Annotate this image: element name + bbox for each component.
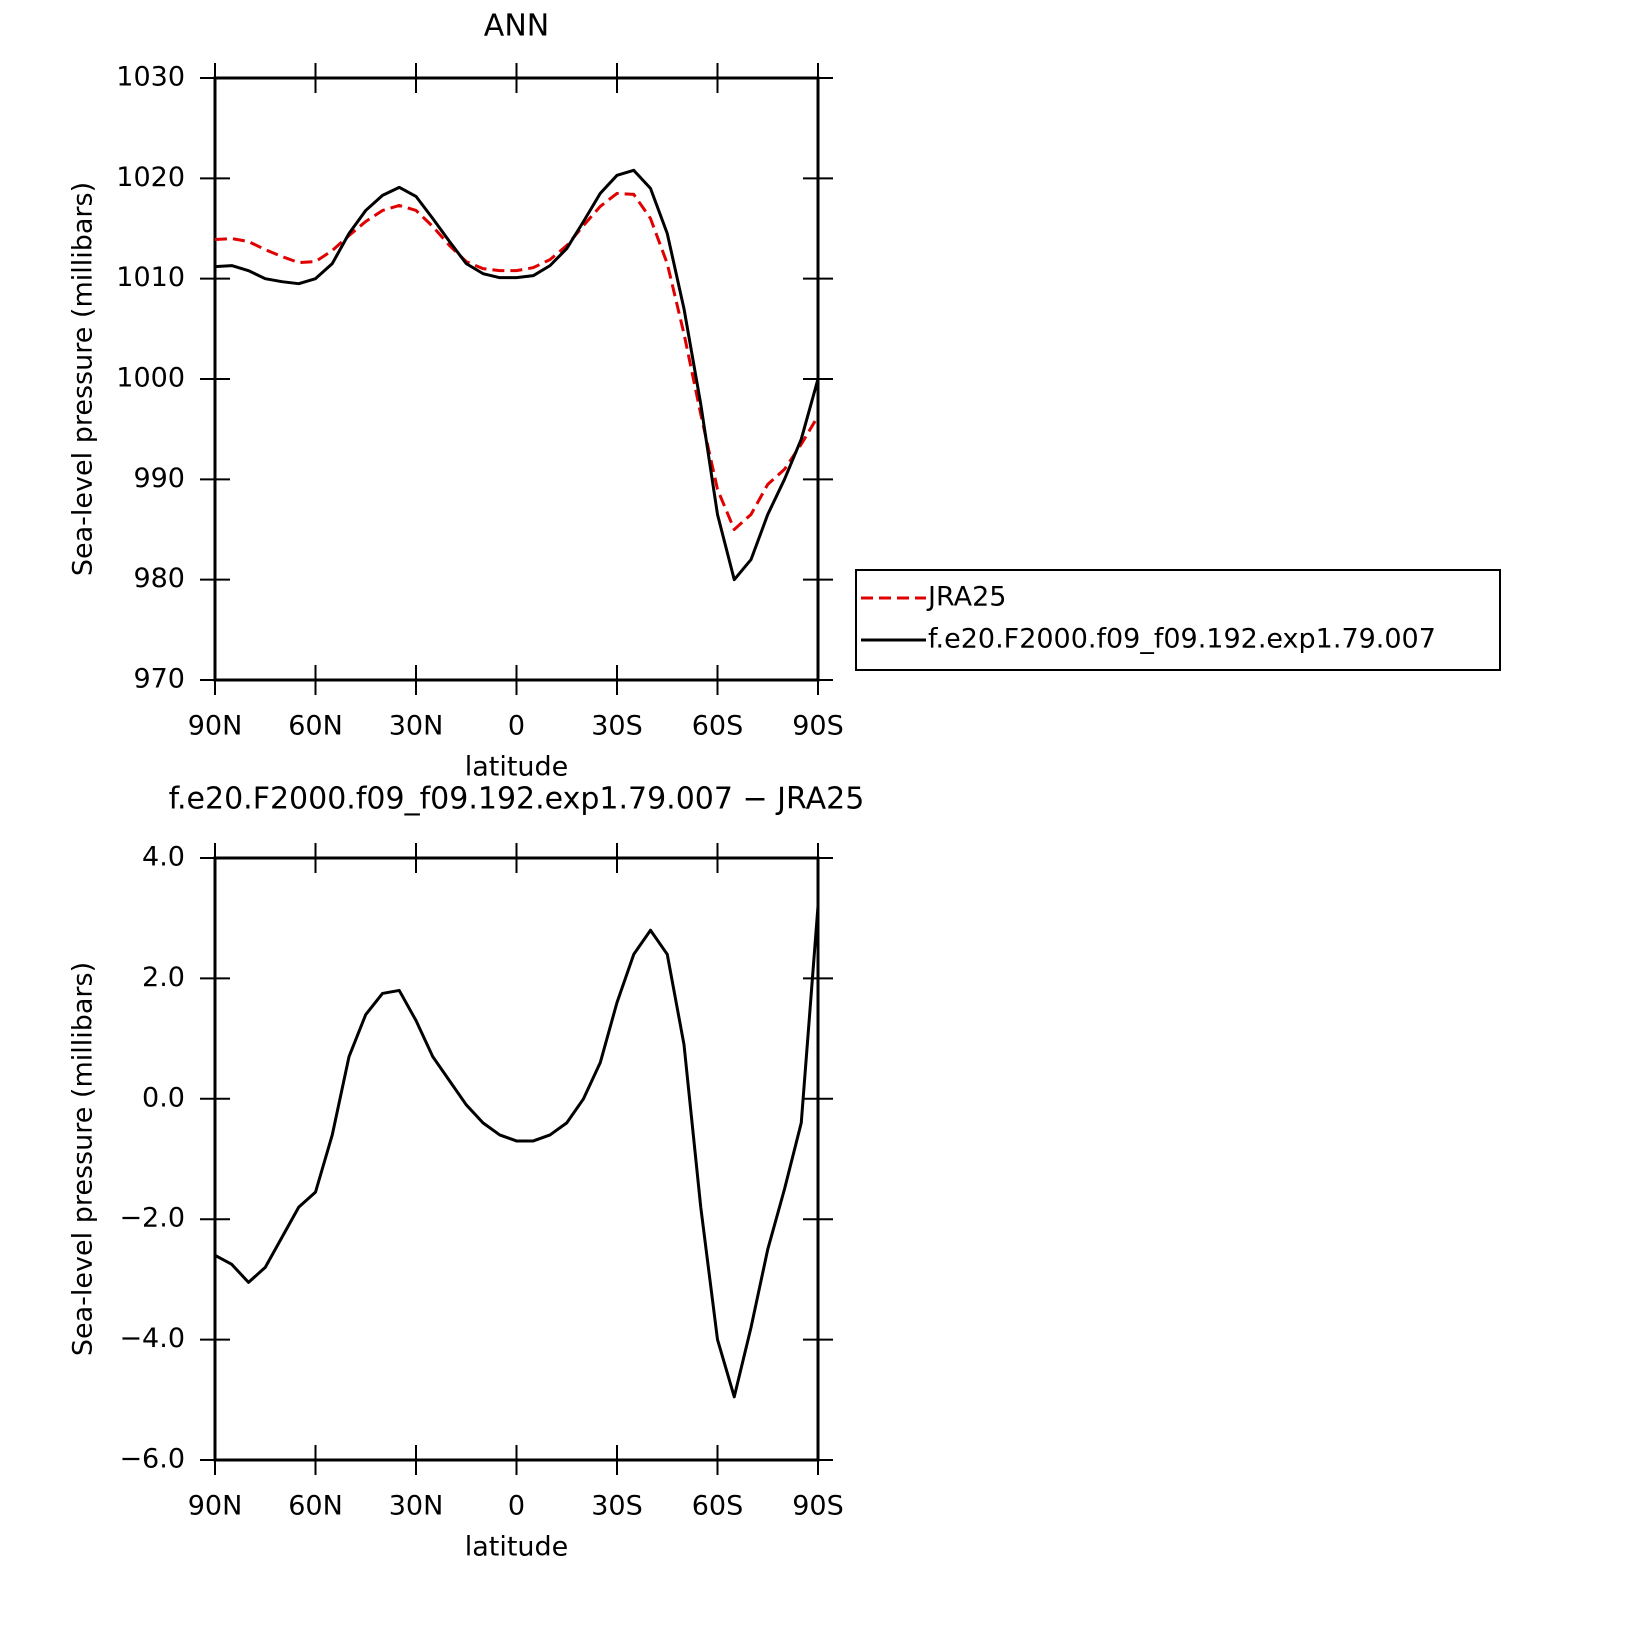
y-tick-label: 990 xyxy=(133,463,185,494)
y-tick-label: 1010 xyxy=(116,262,185,293)
x-tick-label: 60S xyxy=(692,711,744,742)
x-tick-label: 90S xyxy=(792,1491,844,1522)
plot-frame xyxy=(213,856,820,1462)
chart-title: f.e20.F2000.f09_f09.192.exp1.79.007 − JR… xyxy=(169,782,865,817)
x-tick-label: 60S xyxy=(692,1491,744,1522)
x-tick-label: 90N xyxy=(188,1491,243,1522)
y-tick-label: 0.0 xyxy=(142,1082,185,1113)
legend-label: JRA25 xyxy=(926,582,1006,613)
y-tick-label: 970 xyxy=(133,664,185,695)
chart-title: ANN xyxy=(484,9,549,44)
legend-label: f.e20.F2000.f09_f09.192.exp1.79.007 xyxy=(928,624,1436,655)
x-tick-label: 0 xyxy=(508,1491,525,1522)
series-line xyxy=(214,168,820,582)
y-tick-label: 2.0 xyxy=(142,962,185,993)
series-line xyxy=(214,191,820,531)
y-tick-label: 1000 xyxy=(116,363,185,394)
x-tick-label: 30N xyxy=(389,1491,444,1522)
y-axis-label: Sea-level pressure (millibars) xyxy=(68,182,99,576)
y-tick-label: 4.0 xyxy=(142,842,185,873)
y-tick-label: 980 xyxy=(133,563,185,594)
x-tick-label: 30S xyxy=(591,1491,643,1522)
x-axis-label: latitude xyxy=(465,752,569,783)
x-tick-label: 60N xyxy=(288,711,343,742)
y-tick-label: −4.0 xyxy=(119,1323,185,1354)
x-tick-label: 90N xyxy=(188,711,243,742)
legend-box xyxy=(855,569,1501,671)
series-line xyxy=(214,906,820,1399)
y-tick-label: 1030 xyxy=(116,62,185,93)
x-tick-label: 30N xyxy=(389,711,444,742)
y-tick-label: −2.0 xyxy=(119,1203,185,1234)
x-tick-label: 90S xyxy=(792,711,844,742)
y-tick-label: 1020 xyxy=(116,162,185,193)
y-tick-label: −6.0 xyxy=(119,1444,185,1475)
plot-frame xyxy=(213,76,820,682)
x-axis-label: latitude xyxy=(465,1532,569,1563)
x-tick-label: 0 xyxy=(508,711,525,742)
y-axis-label: Sea-level pressure (millibars) xyxy=(68,962,99,1356)
x-tick-label: 60N xyxy=(288,1491,343,1522)
x-tick-label: 30S xyxy=(591,711,643,742)
